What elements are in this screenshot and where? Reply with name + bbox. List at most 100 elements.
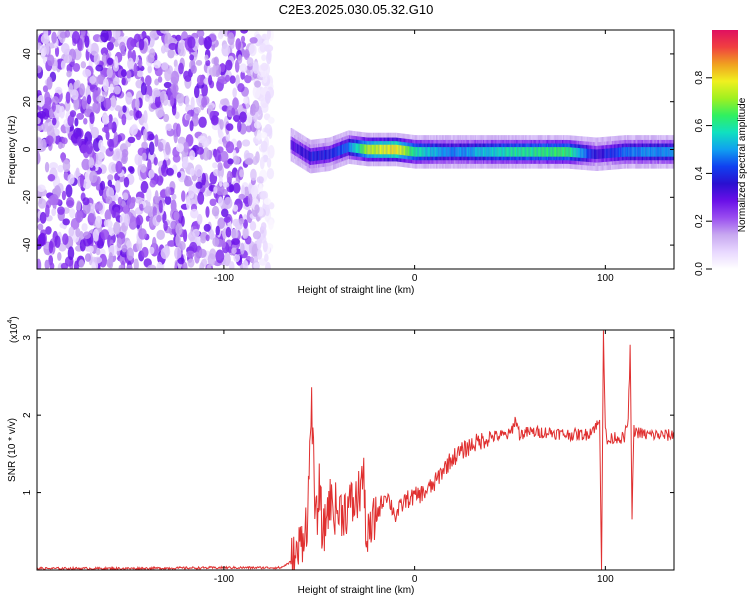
spectrogram-noise-cell [141,246,149,258]
spectrogram-ridge-cell [532,147,534,157]
spectrogram-ridge-cell [551,147,554,157]
spectrogram-ridge-cell [386,144,389,155]
spectrogram-ridge-cell [522,147,525,157]
spectrogram-noise-cell [198,116,207,128]
spectrogram-noise-cell [184,179,193,187]
spectrogram-noise-cell [218,196,223,207]
spectrogram-noise-cell [129,109,134,117]
spectrogram-noise-cell [89,111,95,124]
spectrogram-noise-cell [158,199,163,213]
spectrogram-ridge-cell [657,147,660,157]
spectrogram-ridge-cell [382,144,384,155]
spectrogram-noise-cell [73,260,79,269]
spectrogram-noise-cell [140,82,147,96]
spectrogram-ridge-cell [330,148,333,159]
spectrogram-noise-cell [49,262,55,269]
spectrogram-ridge-cell [497,147,500,157]
spectrogram-ridge-cell [310,151,312,162]
colorbar-tick-label: 0.8 [694,70,705,84]
spectrogram-ridge-cell [433,147,436,157]
spectrogram-ridge-cell [426,147,429,157]
spectrogram-noise-cell [86,94,92,105]
spectrogram-noise-cell [201,172,207,186]
spectrogram-ridge-cell [538,147,541,157]
spectrogram-ridge-cell [557,147,559,157]
spectrogram-ridge-cell [612,148,614,158]
spectrogram-ridge-cell [593,149,596,159]
spectrogram-noise-cell [112,154,118,161]
colorbar-tick-label: 0.6 [694,118,705,132]
spectrogram-ridge-cell [376,144,379,155]
spectrogram-noise-cell [239,169,245,178]
spectrogram-noise-cell [137,58,143,68]
spectrogram-noise-cell [129,124,138,136]
spectrogram-ridge-cell [369,144,372,155]
spectrogram-noise-cell [260,62,269,71]
spectrogram-noise-cell [244,158,254,165]
spectrogram-noise-cell [201,96,208,108]
spectrogram-ridge-cell [308,151,311,161]
spectrogram-ridge-cell [662,147,665,157]
spectrogram-noise-cell [243,96,249,105]
spectrogram-noise-cell [238,218,245,225]
spectrogram-ridge-cell [312,151,314,162]
spectrogram-ridge-cell [580,148,582,158]
spectrogram-noise-cell [65,184,73,198]
spectrogram-ridge-cell [415,147,417,157]
spectrogram-ridge-cell [295,142,297,153]
spectrogram-ridge-cell [464,147,467,157]
spectrogram-noise-cell [167,240,177,247]
spectrogram-ridge-cell [383,144,385,155]
spectrogram-noise-cell [126,247,134,261]
spectrogram-noise-cell [126,264,133,269]
spectrogram-noise-cell [44,91,51,103]
spectrogram-ridge-cell [615,147,618,158]
spectrogram-ridge-cell [595,149,597,159]
spectrogram-noise-cell [200,236,206,244]
spectrogram-noise-cell [104,209,112,222]
spectrogram-noise-cell [108,114,113,123]
spectrogram-noise-cell [253,262,261,269]
spectrogram-ridge-cell [442,147,445,157]
spectrogram-ridge-cell [473,147,476,157]
spectrogram-noise-cell [100,180,106,191]
spectrogram-noise-cell [253,121,262,129]
spectrogram-noise-cell [57,164,64,173]
spectrogram-noise-cell [65,91,71,104]
spectrogram-ridge-cell [510,147,512,157]
spectrogram-ridge-cell [537,147,540,157]
spectrogram-ridge-cell [484,147,486,157]
spectrogram-ridge-cell [663,147,666,157]
spectrogram-ridge-cell [524,147,526,157]
spectrogram-ridge-cell [493,147,495,157]
spectrogram-noise-cell [82,197,90,206]
spectrogram-ridge-cell [640,147,643,157]
snr-multiplier-exp: 4 [7,320,14,324]
spectrogram-noise-cell [203,36,212,50]
spectrogram-noise-cell [107,174,114,181]
spectrogram-x-label: Height of straight line (km) [298,285,415,296]
spectrogram-noise-cell [196,146,205,155]
spectrogram-ridge-cell [609,148,612,158]
spectrogram-ridge-cell [548,147,550,157]
spectrogram-noise-cell [37,150,41,164]
spectrogram-noise-cell [103,97,112,110]
spectrogram-ridge-cell [486,147,488,157]
spectrogram-ridge-cell [294,142,296,152]
spectrogram-noise-cell [232,155,241,165]
spectrogram-noise-cell [64,30,71,38]
snr-y-ticks: 1 2 3 [22,335,674,495]
spectrogram-noise-cell [232,204,239,212]
spectrogram-ridge-cell [470,147,472,157]
spectrogram-noise-cell [256,237,262,250]
spectrogram-noise-cell [196,74,205,86]
spectrogram-noise-cell [112,76,120,86]
spectrogram-ridge-cell [534,147,536,157]
spectrogram-ridge-cell [583,148,586,159]
spectrogram-ridge-cell [587,148,589,159]
spectrogram-noise-cell [76,136,82,147]
spectrogram-noise-cell [133,258,139,269]
spectrogram-ridge-cell [417,147,420,157]
spectrogram-ridge-cell [331,148,334,158]
spectrogram-noise-cell [85,140,93,155]
